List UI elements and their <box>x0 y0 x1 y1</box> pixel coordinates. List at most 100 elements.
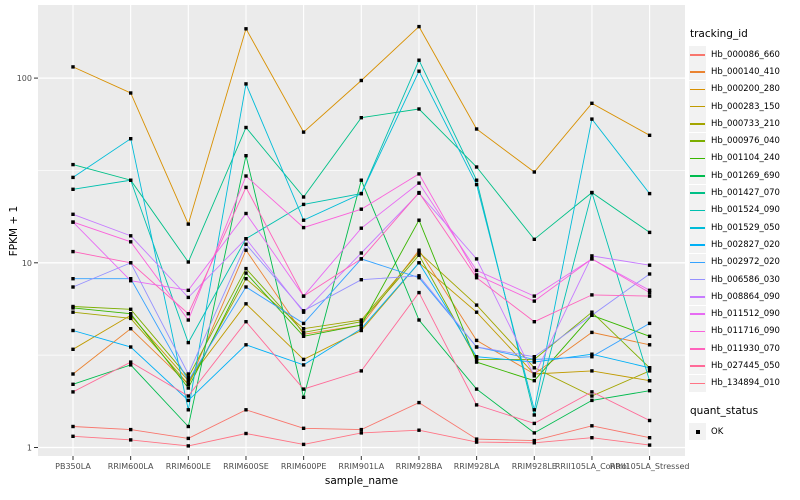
data-point-marker <box>359 427 363 432</box>
data-point-marker <box>474 178 479 182</box>
data-point-marker <box>244 343 248 347</box>
line-swatch-icon <box>689 115 706 133</box>
legend-item-Hb_011512_090: Hb_011512_090 <box>689 305 799 323</box>
data-point-marker <box>532 357 536 362</box>
data-point-marker <box>647 334 652 338</box>
y-tick-label: 100 <box>17 74 32 83</box>
legend-item-label: Hb_000086_660 <box>711 49 780 60</box>
data-point-marker <box>590 313 594 317</box>
data-point-marker <box>71 212 75 216</box>
legend-item-label: Hb_000200_280 <box>711 84 780 95</box>
legend-item-Hb_006586_030: Hb_006586_030 <box>689 271 799 288</box>
x-tick-label: RRIM928BA <box>396 462 443 471</box>
data-point-marker <box>129 279 133 283</box>
data-point-marker <box>71 65 75 69</box>
data-point-marker <box>186 372 190 376</box>
data-point-marker <box>301 442 306 447</box>
data-point-marker <box>647 369 652 373</box>
line-swatch-icon <box>689 167 706 185</box>
data-point-marker <box>417 69 421 73</box>
data-point-marker <box>647 343 652 347</box>
ok-square-marker-icon <box>689 423 706 441</box>
data-point-marker <box>590 293 594 297</box>
legend-item-label: Hb_006586_030 <box>711 274 780 285</box>
data-point-marker <box>71 390 75 394</box>
legend-item-Hb_000200_280: Hb_000200_280 <box>689 80 799 98</box>
data-point-marker <box>532 413 536 417</box>
legend-item-Hb_134894_010: Hb_134894_010 <box>689 374 799 392</box>
data-point-marker <box>301 327 306 331</box>
data-point-marker <box>590 101 594 105</box>
data-point-marker <box>590 310 594 314</box>
data-point-marker <box>129 240 133 244</box>
y-tick-label: 1 <box>27 444 32 453</box>
data-point-marker <box>186 382 190 386</box>
data-point-marker <box>359 431 363 435</box>
data-point-marker <box>244 27 248 31</box>
x-tick-label: RRIM928LE <box>512 462 557 471</box>
data-point-marker <box>532 441 536 445</box>
data-point-marker <box>71 424 75 429</box>
data-point-marker <box>301 195 306 199</box>
legend-item-label: Hb_134894_010 <box>711 378 780 389</box>
data-point-marker <box>301 130 306 134</box>
data-point-marker <box>474 437 479 441</box>
data-point-marker <box>474 440 479 444</box>
data-point-marker <box>474 276 479 280</box>
legend: tracking_id Hb_000086_660 Hb_000140_410 Hb… <box>689 28 799 441</box>
data-point-marker <box>647 230 652 235</box>
legend-item-Hb_001529_050: Hb_001529_050 <box>689 219 799 237</box>
data-point-marker <box>417 181 421 185</box>
data-point-marker <box>71 285 75 289</box>
legend-item-label: Hb_002972_020 <box>711 257 780 268</box>
data-point-marker <box>71 175 75 180</box>
legend-item-Hb_002972_020: Hb_002972_020 <box>689 253 799 271</box>
line-swatch-icon <box>689 271 706 288</box>
data-point-marker <box>301 330 306 335</box>
data-point-marker <box>474 165 479 169</box>
data-point-marker <box>359 78 363 83</box>
data-point-marker <box>532 355 536 359</box>
x-tick-label: RRIM600SE <box>223 462 269 471</box>
data-point-marker <box>244 302 248 306</box>
data-point-marker <box>474 360 479 364</box>
data-point-marker <box>359 327 363 331</box>
data-point-marker <box>129 427 133 432</box>
data-point-marker <box>301 363 306 367</box>
line-swatch-icon <box>689 46 706 64</box>
data-point-marker <box>474 403 479 407</box>
data-point-marker <box>359 369 363 373</box>
data-point-marker <box>71 328 75 333</box>
data-point-marker <box>359 323 363 327</box>
data-point-marker <box>474 387 479 391</box>
data-point-marker <box>301 310 306 314</box>
data-point-marker <box>71 347 75 351</box>
data-point-marker <box>417 218 421 222</box>
data-point-marker <box>474 182 479 187</box>
data-point-marker <box>532 294 536 298</box>
data-point-marker <box>244 82 248 86</box>
data-point-marker <box>244 125 248 130</box>
data-point-marker <box>71 220 75 224</box>
data-point-marker <box>532 320 536 324</box>
data-point-marker <box>186 318 190 322</box>
data-point-marker <box>129 360 133 364</box>
data-point-marker <box>186 424 190 429</box>
legend-item-Hb_011716_090: Hb_011716_090 <box>689 322 799 340</box>
legend-item-label: Hb_011512_090 <box>711 309 780 320</box>
data-point-marker <box>186 444 190 448</box>
data-point-marker <box>244 242 248 246</box>
data-point-marker <box>647 290 652 295</box>
x-axis-title: sample_name <box>324 475 399 487</box>
data-point-marker <box>71 249 75 254</box>
data-point-marker <box>359 207 363 211</box>
line-swatch-icon <box>689 357 706 375</box>
data-point-marker <box>244 266 248 271</box>
data-point-marker <box>417 276 421 280</box>
line-swatch-icon <box>689 98 706 116</box>
legend-item-label: Hb_000733_210 <box>711 118 780 129</box>
data-point-marker <box>474 310 479 314</box>
legend-item-label: Hb_001104_240 <box>711 153 780 164</box>
data-point-marker <box>301 357 306 362</box>
line-swatch-icon <box>689 184 706 202</box>
